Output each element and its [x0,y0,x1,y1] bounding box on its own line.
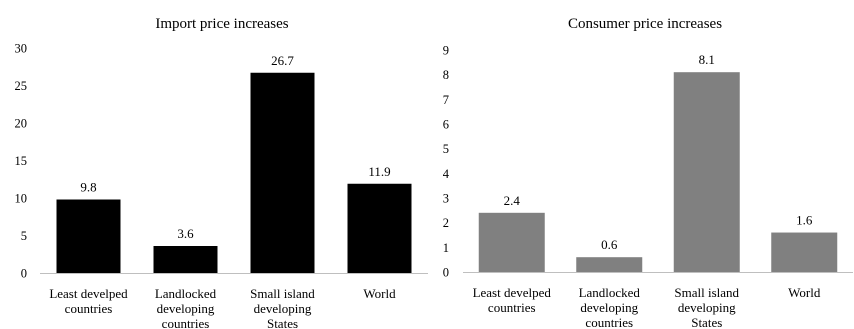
y-tick-label: 9 [443,44,449,58]
category-label-line: World [363,286,396,301]
y-tick-label: 5 [443,142,449,156]
bar [56,199,121,273]
category-label-line: countries [162,316,210,329]
category-label: Least develped countries [473,285,552,315]
bar [771,232,838,272]
category-label-line: Small island [674,285,739,300]
data-label: 9.8 [80,180,96,195]
category-label: Small island developing States [250,286,315,329]
y-tick-label: 2 [443,216,449,230]
bar [250,72,315,273]
category-label-line: States [691,315,722,329]
category-label-line: countries [585,315,633,329]
consumer-price-chart: Consumer price increases 0 1 2 3 4 5 6 7 8 9 2.4 Lea… [443,16,853,329]
bar [478,212,545,272]
y-tick-label: 1 [443,241,449,255]
category-label-line: States [267,316,298,329]
data-label: 2.4 [504,193,521,208]
category-label-line: Least develped [473,285,552,300]
bar [576,257,643,272]
import-price-chart: Import price increases 0 5 10 15 20 25 30 9.8 Lea… [15,16,428,329]
y-tick-label: 10 [15,192,28,206]
data-label: 8.1 [699,52,715,67]
category-label: Landlocked developing countries [155,286,217,329]
y-tick-label: 0 [443,266,449,280]
category-label-line: World [788,285,821,300]
category-label-line: Small island [250,286,315,301]
category-label-line: countries [65,301,113,316]
bar [347,183,412,273]
y-tick-label: 30 [15,42,28,56]
data-label: 11.9 [368,164,390,179]
y-tick-label: 25 [15,79,28,93]
chart-title: Import price increases [155,16,288,32]
data-label: 3.6 [177,226,194,241]
category-label-line: Landlocked [579,285,641,300]
category-label-line: countries [488,300,536,315]
category-label-line: developing [580,300,638,315]
y-tick-label: 3 [443,192,449,206]
y-tick-label: 20 [15,117,28,131]
data-label: 0.6 [601,237,618,252]
category-label-line: Landlocked [155,286,217,301]
bar [673,72,740,272]
category-label-line: Least develped [49,286,128,301]
data-label: 26.7 [271,53,294,68]
data-label: 1.6 [796,213,813,228]
category-label-line: developing [157,301,215,316]
y-tick-label: 0 [21,267,27,281]
category-label-line: developing [254,301,312,316]
category-label: Small island developing States [674,285,739,329]
category-label-line: developing [678,300,736,315]
chart-title: Consumer price increases [568,16,722,32]
category-label: World [363,286,396,301]
category-label: Landlocked developing countries [579,285,641,329]
y-tick-label: 8 [443,68,449,82]
category-label: World [788,285,821,300]
bar [153,246,218,273]
y-tick-label: 4 [443,167,450,181]
y-tick-label: 7 [443,93,449,107]
y-tick-label: 6 [443,118,449,132]
category-label: Least develped countries [49,286,128,316]
y-tick-label: 5 [21,229,27,243]
y-tick-label: 15 [15,154,28,168]
